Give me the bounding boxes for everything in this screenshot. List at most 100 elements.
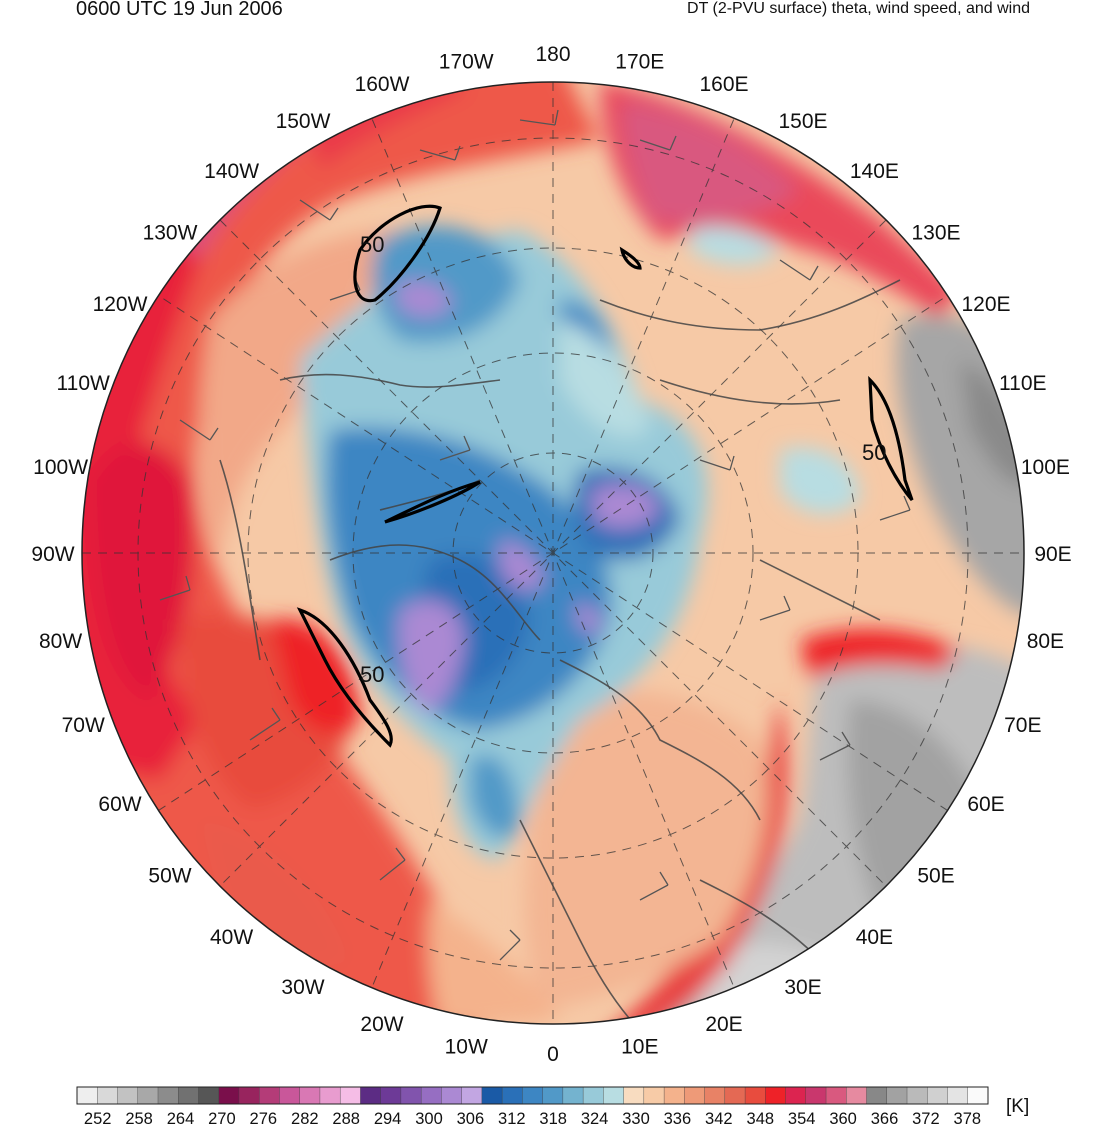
colorbar-tick-label: 258 (125, 1110, 153, 1126)
colorbar-swatch (846, 1086, 868, 1105)
colorbar-swatch (906, 1086, 928, 1105)
colorbar-tick-label: 288 (332, 1110, 360, 1126)
longitude-labels: 180 170E 160E 150E 140E 130E 120E 110E 100E 90E 80… (31, 43, 1071, 1066)
longitude-label: 150E (778, 110, 827, 133)
colorbar-tick-label: 312 (498, 1110, 526, 1126)
colorbar-swatch (279, 1086, 301, 1105)
colorbar-swatch (603, 1086, 625, 1105)
theta-field: 50 50 50 (82, 82, 1024, 1024)
longitude-label: 140E (850, 160, 899, 183)
colorbar-swatch (238, 1086, 260, 1105)
colorbar-swatch (218, 1086, 240, 1105)
colorbar-swatch (967, 1086, 989, 1105)
longitude-label: 100W (33, 456, 88, 479)
colorbar-swatch (825, 1086, 847, 1105)
colorbar-tick-label: 318 (539, 1110, 567, 1126)
colorbar-tick-label: 324 (581, 1110, 609, 1126)
longitude-label: 20W (360, 1013, 403, 1036)
colorbar-swatch (137, 1086, 159, 1105)
colorbar-tick-label: 378 (954, 1110, 982, 1126)
graticule (82, 82, 1024, 1024)
colorbar-swatch (663, 1086, 685, 1105)
colorbar-swatch (927, 1086, 949, 1105)
colorbar-swatch (400, 1086, 422, 1105)
colorbar-tick-label: 372 (912, 1110, 940, 1126)
colorbar-swatch (76, 1086, 98, 1105)
colorbar-tick-label: 366 (871, 1110, 899, 1126)
colorbar-swatch (744, 1086, 766, 1105)
colorbar-swatch (886, 1086, 908, 1105)
colorbar-swatch (542, 1086, 564, 1105)
longitude-label: 80E (1027, 630, 1064, 653)
longitude-label: 60W (98, 793, 141, 816)
colorbar-swatch (259, 1086, 280, 1105)
colorbar-swatch (319, 1086, 341, 1105)
longitude-label: 100E (1021, 456, 1070, 479)
longitude-label: 40E (856, 926, 893, 949)
colorbar-tick-label: 270 (208, 1110, 236, 1126)
colorbar-swatch (360, 1086, 382, 1105)
contour-label-pacific: 50 (360, 232, 384, 257)
colorbar-swatch (299, 1086, 321, 1105)
colorbar-swatch (785, 1086, 807, 1105)
colorbar-tick-label: 306 (457, 1110, 485, 1126)
colorbar-swatch (178, 1086, 199, 1105)
colorbar: 252 258 264 270 276 282 288 294 300 306 312 318 324 3… (76, 1086, 989, 1126)
longitude-label: 120E (961, 293, 1010, 316)
colorbar-swatch (198, 1086, 220, 1105)
longitude-label: 160E (699, 73, 748, 96)
valid-time-label: 0600 UTC 19 Jun 2006 (76, 0, 283, 20)
longitude-label: 180 (535, 43, 570, 66)
longitude-label: 170W (439, 51, 494, 74)
colorbar-tick-label: 282 (291, 1110, 319, 1126)
colorbar-swatch (765, 1086, 787, 1105)
longitude-label: 160W (355, 73, 410, 96)
colorbar-swatch (461, 1086, 483, 1105)
longitude-label: 70E (1004, 714, 1041, 737)
longitude-label: 50E (917, 864, 954, 887)
longitude-label: 120W (93, 293, 148, 316)
longitude-label: 60E (967, 793, 1004, 816)
colorbar-swatch (582, 1086, 604, 1105)
longitude-label: 150W (276, 110, 331, 133)
longitude-label: 140W (204, 160, 259, 183)
longitude-label: 90E (1034, 543, 1071, 566)
contour-label-asia: 50 (862, 440, 886, 465)
contour-label-atlantic: 50 (360, 662, 384, 687)
wind-barbs (159, 109, 911, 961)
colorbar-tick-label: 360 (829, 1110, 857, 1126)
colorbar-swatch (643, 1086, 665, 1105)
colorbar-swatch (420, 1086, 442, 1105)
wind-speed-contours (296, 204, 914, 748)
colorbar-swatch (441, 1086, 463, 1105)
colorbar-swatch (623, 1086, 645, 1105)
longitude-label: 130E (911, 222, 960, 245)
colorbar-tick-label: 276 (250, 1110, 278, 1126)
colorbar-tick-label: 300 (415, 1110, 443, 1126)
colorbar-swatch (339, 1086, 361, 1105)
colorbar-swatch (562, 1086, 584, 1105)
colorbar-swatch (684, 1086, 706, 1105)
colorbar-swatch (947, 1086, 969, 1105)
longitude-label: 80W (39, 630, 82, 653)
longitude-label: 40W (210, 926, 253, 949)
longitude-label: 170E (615, 51, 664, 74)
colorbar-swatch (724, 1086, 746, 1105)
colorbar-swatch (866, 1086, 888, 1105)
colorbar-swatch (805, 1086, 827, 1105)
longitude-label: 20E (705, 1013, 742, 1036)
colorbar-tick-label: 336 (664, 1110, 692, 1126)
colorbar-swatch (481, 1086, 503, 1105)
colorbar-tick-label: 294 (374, 1110, 402, 1126)
field-title-label: DT (2-PVU surface) theta, wind speed, an… (687, 0, 1030, 17)
colorbar-unit: [K] (1006, 1096, 1030, 1117)
longitude-label: 50W (148, 864, 191, 887)
longitude-label: 130W (143, 222, 198, 245)
longitude-label: 10W (445, 1035, 488, 1058)
colorbar-tick-label: 342 (705, 1110, 733, 1126)
colorbar-tick-label: 354 (788, 1110, 816, 1126)
colorbar-swatch (157, 1086, 179, 1105)
colorbar-swatch (117, 1086, 139, 1105)
colorbar-swatch (97, 1086, 118, 1105)
